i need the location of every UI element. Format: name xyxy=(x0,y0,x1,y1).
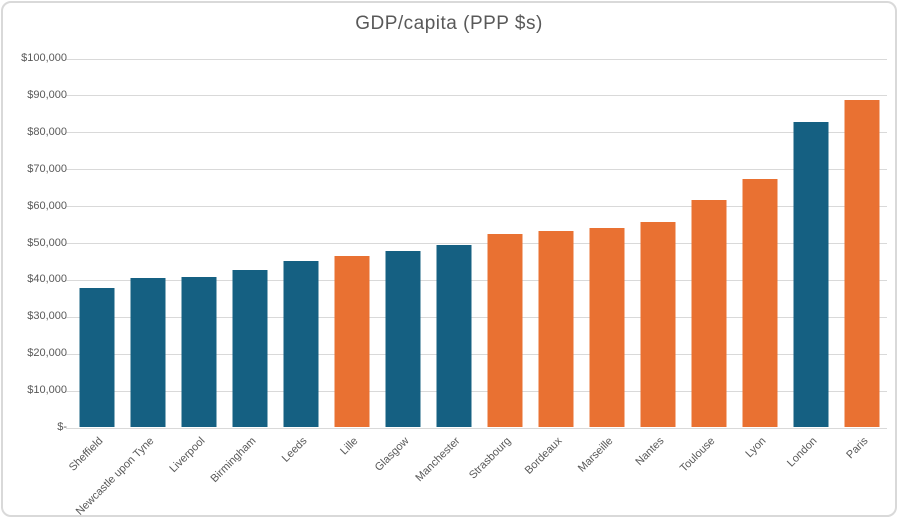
bar-toulouse xyxy=(691,199,727,427)
bar-leeds xyxy=(283,260,319,427)
y-axis-label: $20,000 xyxy=(27,347,67,360)
y-axis-tick xyxy=(66,169,72,171)
x-axis-label-sheffield: Sheffield xyxy=(67,435,106,474)
gridline xyxy=(72,390,887,392)
y-axis-tick xyxy=(66,316,72,318)
gridline xyxy=(72,169,887,171)
gridline xyxy=(72,316,887,318)
bar-glasgow xyxy=(385,251,421,427)
gridline xyxy=(72,58,887,60)
y-axis-label: $60,000 xyxy=(27,199,67,212)
bar-liverpool xyxy=(181,276,217,427)
bar-manchester xyxy=(436,244,472,427)
y-axis-label: $50,000 xyxy=(27,236,67,249)
bar-bordeaux xyxy=(538,231,574,427)
bar-lyon xyxy=(742,178,778,427)
bar-london xyxy=(793,122,829,427)
x-axis-labels: Sheffield Newcastle upon Tyne Liverpool Bir… xyxy=(67,428,887,523)
gridline xyxy=(72,132,887,134)
gridline xyxy=(72,206,887,208)
y-axis-tick xyxy=(66,132,72,134)
gridline xyxy=(72,95,887,97)
y-axis-tick xyxy=(66,427,72,429)
bar-lille xyxy=(334,256,370,427)
bar-newcastle-upon-tyne xyxy=(130,277,166,427)
y-axis-label: $- xyxy=(57,421,67,433)
y-axis-label: $80,000 xyxy=(27,125,67,138)
bar-sheffield xyxy=(79,288,115,427)
bar-birmingham xyxy=(232,270,268,427)
y-axis-label: $70,000 xyxy=(27,162,67,175)
y-axis-tick xyxy=(66,95,72,97)
bar-marseille xyxy=(589,227,625,427)
chart-frame: GDP/capita (PPP $s) $- $10,000 $20,000 $30,… xyxy=(1,1,897,518)
gridline xyxy=(72,243,887,244)
bar-paris xyxy=(844,100,880,427)
y-axis-tick xyxy=(66,58,72,60)
gridline xyxy=(72,427,887,429)
y-axis-tick xyxy=(66,390,72,392)
gridline xyxy=(72,279,887,281)
y-axis-label: $100,000 xyxy=(21,52,67,64)
y-axis-tick xyxy=(66,243,72,244)
y-axis-tick xyxy=(66,279,72,281)
y-axis-tick xyxy=(66,353,72,355)
plot-area: $- $10,000 $20,000 $30,000 $40,000 $50,000 $60… xyxy=(21,52,887,433)
gridline xyxy=(72,353,887,355)
y-axis-label: $40,000 xyxy=(27,273,67,286)
bar-strasbourg xyxy=(487,234,523,427)
bar-nantes xyxy=(640,222,676,427)
y-axis-label: $10,000 xyxy=(27,384,67,397)
y-axis-label: $90,000 xyxy=(27,88,67,101)
y-axis-label: $30,000 xyxy=(27,310,67,323)
y-axis-tick xyxy=(66,206,72,208)
chart-title: GDP/capita (PPP $s) xyxy=(355,13,543,34)
